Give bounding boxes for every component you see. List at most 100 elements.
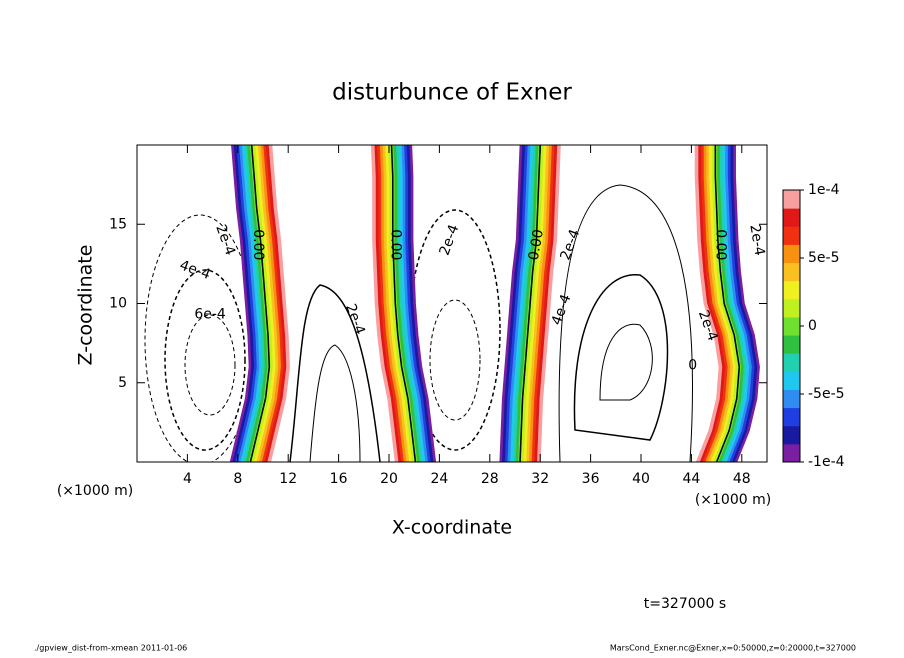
color-band — [534, 145, 559, 462]
colorbar-swatch — [783, 443, 800, 463]
color-band — [716, 145, 744, 462]
colorbar-tick-label: 1e-4 — [808, 182, 840, 198]
color-band — [502, 145, 526, 462]
colorbar-tick-label: -1e-4 — [808, 454, 845, 470]
color-band — [235, 145, 258, 462]
colorbar-swatch — [783, 335, 800, 354]
color-band — [259, 145, 282, 462]
x-axis-label: X-coordinate — [392, 517, 512, 539]
chart-title: disturbunce of Exner — [332, 80, 572, 106]
x-tick-label: 4 — [183, 471, 192, 487]
color-band — [526, 145, 551, 462]
x-tick-label: 40 — [632, 471, 650, 487]
contour-label: 0.00 — [526, 228, 547, 261]
colorbar-swatch — [783, 389, 800, 409]
color-band — [721, 145, 750, 462]
zero-contour — [714, 145, 741, 462]
colorbar-swatch — [783, 298, 800, 318]
colorbar-swatch — [783, 208, 800, 227]
color-band — [700, 145, 728, 462]
colorbar-swatch — [783, 371, 800, 390]
color-band — [384, 145, 412, 462]
color-band — [232, 145, 255, 462]
color-bands — [229, 145, 760, 462]
colorbar-tick-label: -5e-5 — [808, 386, 845, 402]
x-tick-label: 20 — [380, 471, 398, 487]
x-tick-label: 32 — [531, 471, 549, 487]
contour-line — [409, 209, 501, 451]
color-band — [705, 145, 734, 462]
color-band — [531, 145, 556, 462]
color-band — [267, 145, 290, 462]
colorbar-swatch — [783, 407, 800, 427]
color-band — [708, 145, 736, 462]
zero-contour — [249, 145, 271, 462]
x-tick-label: 8 — [233, 471, 242, 487]
color-band — [243, 145, 266, 462]
x-tick-label: 24 — [430, 471, 448, 487]
y-tick-label: 10 — [109, 296, 127, 312]
color-band — [387, 145, 415, 462]
contour-line — [573, 274, 669, 441]
color-band — [510, 145, 534, 462]
color-band — [395, 145, 423, 462]
footer-left: ./gpview_dist-from-xmean 2011-01-06 — [34, 644, 187, 653]
contour-label: 6e-4 — [194, 307, 226, 323]
colorbar-swatch — [783, 280, 800, 300]
colorbar-swatch — [783, 190, 800, 209]
y-tick-label: 15 — [109, 216, 127, 232]
color-band — [370, 145, 399, 462]
zero-contour — [390, 145, 417, 462]
color-band — [732, 145, 760, 462]
color-band — [251, 145, 274, 462]
colorbar-swatch — [783, 353, 800, 372]
contour-line — [164, 269, 246, 451]
x-unit-label: (×1000 m) — [57, 483, 133, 499]
color-band — [373, 145, 402, 462]
zero-contour — [519, 145, 541, 462]
color-band — [381, 145, 410, 462]
color-band — [237, 145, 261, 462]
color-band — [264, 145, 288, 462]
color-band — [729, 145, 758, 462]
contour-label: 0.00 — [250, 229, 266, 260]
contour-line — [599, 323, 653, 401]
color-band — [512, 145, 537, 462]
color-band — [528, 145, 553, 462]
x-unit-label: (×1000 m) — [695, 492, 771, 508]
color-band — [507, 145, 532, 462]
contour-label: 0 — [688, 357, 697, 373]
contour-label: 0.00 — [387, 229, 403, 260]
color-band — [245, 145, 269, 462]
color-band — [378, 145, 407, 462]
x-tick-label: 36 — [582, 471, 600, 487]
contour-label: 2e-4 — [746, 223, 767, 257]
color-band — [499, 145, 524, 462]
x-tick-label: 28 — [481, 471, 499, 487]
color-band — [520, 145, 545, 462]
color-band — [400, 145, 428, 462]
colorbar-swatch — [783, 316, 800, 336]
colorbar-swatch — [783, 226, 800, 245]
contour-line — [558, 184, 693, 462]
color-band — [694, 145, 723, 462]
contour-label: 0.00 — [712, 229, 728, 260]
color-band — [262, 145, 285, 462]
contour-line — [309, 344, 361, 462]
color-band — [405, 145, 434, 462]
color-band — [403, 145, 431, 462]
x-tick-label: 48 — [733, 471, 751, 487]
color-band — [408, 145, 437, 462]
y-axis-label: Z-coordinate — [75, 245, 97, 366]
color-band — [718, 145, 747, 462]
color-band — [256, 145, 280, 462]
color-band — [710, 145, 739, 462]
color-band — [515, 145, 540, 462]
colorbar-swatch — [783, 425, 800, 445]
color-band — [504, 145, 529, 462]
x-tick-label: 16 — [330, 471, 348, 487]
color-band — [254, 145, 277, 462]
